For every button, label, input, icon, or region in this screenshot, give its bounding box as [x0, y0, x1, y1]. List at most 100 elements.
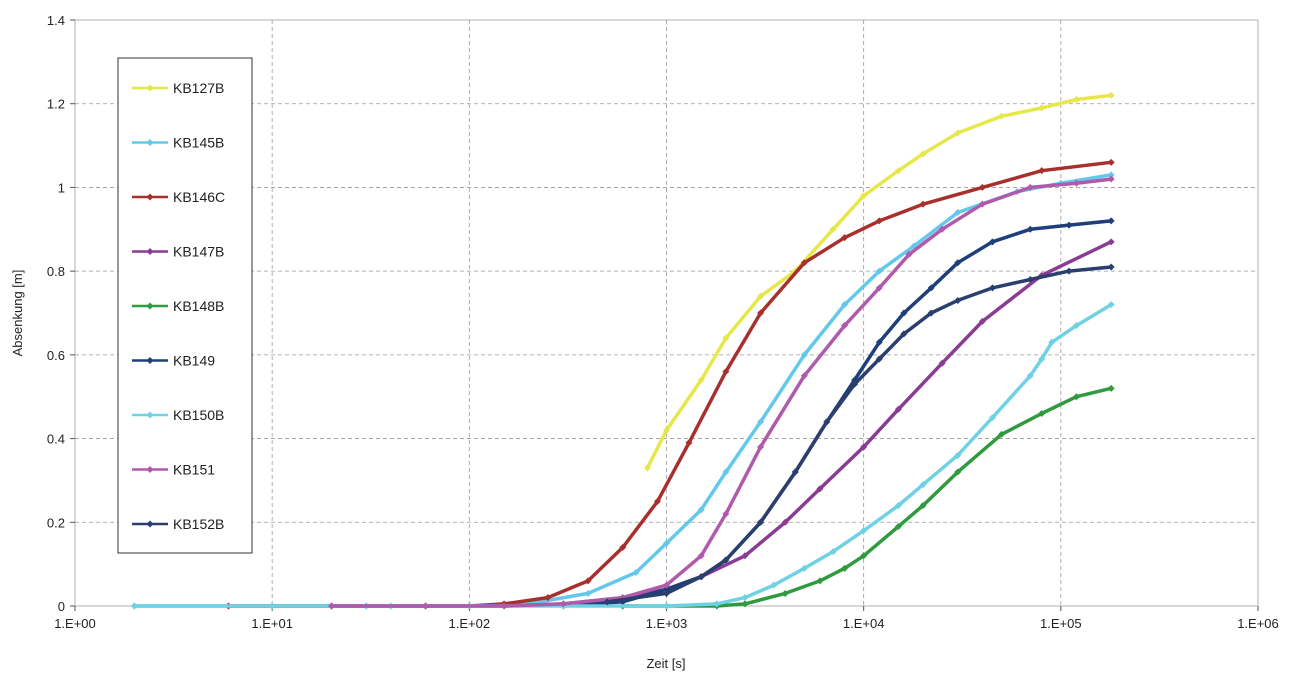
data-point: [643, 464, 651, 472]
data-point: [1107, 301, 1115, 309]
data-point: [841, 564, 849, 572]
data-point: [919, 502, 927, 510]
data-point: [685, 439, 693, 447]
data-point: [697, 506, 705, 514]
data-point: [860, 192, 868, 200]
series-line: [606, 265, 1112, 604]
data-point: [954, 209, 962, 217]
legend-swatch-marker: [146, 302, 154, 310]
data-point: [823, 418, 831, 426]
data-point: [781, 518, 789, 526]
data-point: [697, 376, 705, 384]
x-tick-label: 1.E+03: [646, 616, 688, 631]
data-point: [875, 284, 883, 292]
legend-item-kb145b: KB145B: [132, 135, 224, 151]
data-point: [663, 581, 670, 589]
data-point: [978, 317, 986, 325]
legend-item-kb152b: KB152B: [132, 516, 224, 532]
data-point: [1026, 372, 1034, 380]
data-point: [829, 548, 837, 556]
legend-label: KB151: [173, 462, 215, 478]
data-point: [954, 468, 962, 476]
data-point: [1107, 238, 1115, 246]
legend-label: KB146C: [173, 189, 225, 205]
data-point: [900, 330, 908, 338]
legend-swatch-marker: [146, 411, 154, 419]
series-kb127b: [643, 91, 1115, 472]
data-point: [1038, 355, 1046, 363]
data-point: [663, 426, 670, 434]
data-point: [860, 443, 868, 451]
legend-swatch-marker: [146, 193, 154, 201]
data-point: [919, 150, 927, 158]
data-point: [757, 418, 765, 426]
data-point: [1038, 167, 1046, 175]
data-point: [894, 522, 902, 530]
y-tick-label: 1.4: [47, 13, 65, 28]
data-point: [875, 338, 883, 346]
y-tick-label: 0: [58, 599, 65, 614]
legend-swatch-marker: [146, 357, 154, 364]
data-point: [1107, 384, 1115, 392]
legend-swatch-marker: [146, 466, 154, 473]
data-point: [757, 292, 765, 300]
data-point: [894, 167, 902, 175]
legend-label: KB147B: [173, 244, 224, 260]
legend-label: KB152B: [173, 516, 224, 532]
data-point: [757, 518, 765, 526]
x-tick-label: 1.E+01: [251, 616, 293, 631]
series-line: [331, 177, 1112, 608]
data-point: [860, 552, 868, 560]
legend-swatch-marker: [146, 84, 154, 92]
data-point: [791, 468, 799, 476]
legend-swatch-marker: [146, 248, 154, 255]
data-point: [770, 581, 778, 589]
data-point: [559, 600, 567, 608]
data-point: [1107, 91, 1115, 99]
y-tick-label: 0.8: [47, 264, 65, 279]
data-point: [1038, 409, 1046, 417]
data-point: [875, 355, 883, 363]
data-point: [1065, 267, 1073, 275]
y-tick-label: 0.6: [47, 348, 65, 363]
data-point: [919, 200, 927, 208]
legend-item-kb151: KB151: [132, 462, 215, 478]
data-point: [422, 602, 430, 610]
legend-item-kb147b: KB147B: [132, 244, 224, 260]
data-point: [781, 589, 789, 597]
data-point: [875, 217, 883, 225]
data-point: [954, 451, 962, 459]
data-point: [268, 602, 276, 610]
data-point: [900, 309, 908, 317]
x-tick-label: 1.E+00: [54, 616, 96, 631]
data-point: [663, 589, 670, 597]
series-kb151: [328, 175, 1115, 610]
data-point: [978, 183, 986, 191]
data-point: [800, 259, 808, 267]
x-tick-label: 1.E+05: [1040, 616, 1082, 631]
legend-swatch-marker: [146, 139, 154, 146]
y-tick-labels: 0 0.2 0.4 0.6 0.8 1 1.2 1.4: [47, 13, 65, 614]
data-point: [997, 430, 1005, 438]
data-point: [841, 301, 849, 309]
data-point: [938, 359, 946, 367]
data-point: [584, 589, 592, 597]
data-point: [988, 238, 996, 246]
data-point: [927, 284, 935, 292]
data-point: [1107, 263, 1115, 271]
data-point: [1026, 276, 1034, 284]
data-point: [816, 577, 824, 585]
data-point: [841, 322, 849, 330]
data-point: [1072, 179, 1080, 187]
data-point: [1107, 175, 1115, 183]
data-point: [1072, 96, 1080, 104]
legend-label: KB127B: [173, 80, 224, 96]
data-point: [841, 234, 849, 242]
data-point: [800, 564, 808, 572]
legend-item-kb127b: KB127B: [132, 80, 224, 96]
plot-area: [74, 19, 1259, 607]
data-point: [816, 485, 824, 493]
data-point: [500, 602, 508, 610]
data-point: [697, 552, 705, 560]
data-point: [741, 600, 749, 608]
